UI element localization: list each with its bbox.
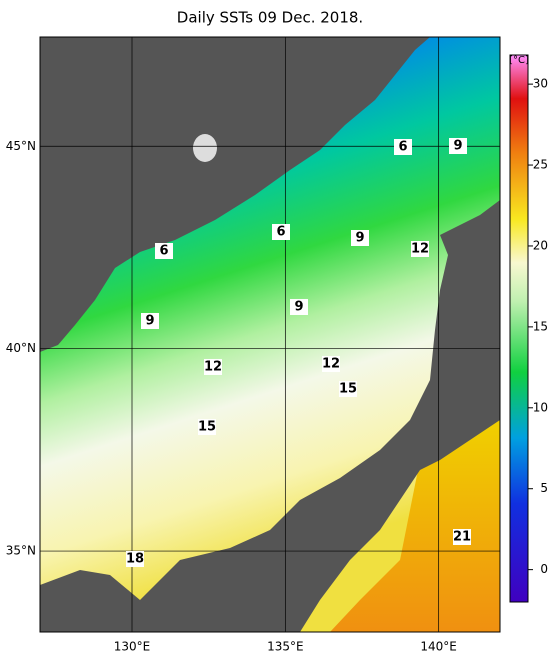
colorbar-tick-label: 5 <box>540 481 548 495</box>
contour-label: 9 <box>294 300 303 315</box>
contour-label: 9 <box>355 231 364 246</box>
contour-label: 15 <box>198 420 216 435</box>
contour-label: 9 <box>453 139 462 154</box>
lat-label: 35°N <box>6 544 36 558</box>
contour-label: 6 <box>398 140 407 155</box>
contour-label: 12 <box>411 242 429 257</box>
contour-label-bg <box>351 230 369 246</box>
map-frame <box>39 36 501 633</box>
contour-label: 9 <box>145 314 154 329</box>
contour-label-bg <box>453 529 471 545</box>
contour-label-bg <box>339 381 357 397</box>
contour-label: 21 <box>453 530 471 545</box>
contour-label-bg <box>290 299 308 315</box>
contour-label-bg <box>155 243 173 259</box>
map-area <box>40 37 500 632</box>
contour-label-bg <box>394 139 412 155</box>
land-mainland <box>40 37 430 352</box>
contour-label-bg <box>449 138 467 154</box>
colorbar-tick-label: 25 <box>533 158 548 172</box>
lake <box>193 134 217 162</box>
pacific <box>330 420 500 632</box>
contour-label: 18 <box>126 552 144 567</box>
contour-label-bg <box>322 356 340 372</box>
contour-label: 15 <box>339 382 357 397</box>
contour-label-bg <box>198 419 216 435</box>
colorbar-tick-label: 30 <box>533 77 548 91</box>
contour-label-bg <box>204 359 222 375</box>
contour-label: 6 <box>159 244 168 259</box>
lon-label: 135°E <box>267 640 304 654</box>
lon-label: 130°E <box>114 640 151 654</box>
colorbar-tick-label: 10 <box>533 400 548 414</box>
contour-label-bg <box>272 224 290 240</box>
land-japan <box>40 200 500 632</box>
colorbar-tick-label: 20 <box>533 238 548 252</box>
colorbar-tick-label: 15 <box>533 319 548 333</box>
lat-label: 40°N <box>6 341 36 355</box>
contour-label: 6 <box>276 225 285 240</box>
contour-label-bg <box>411 241 429 257</box>
lat-label: 45°N <box>6 139 36 153</box>
contour-label: 12 <box>322 357 340 372</box>
colorbar-unit: [°C] <box>509 55 529 66</box>
map-title: Daily SSTs 09 Dec. 2018. <box>177 9 363 27</box>
lon-label: 140°E <box>420 640 457 654</box>
colorbar-tick-label: 0 <box>540 562 548 576</box>
colorbar <box>509 54 529 603</box>
contour-label-bg <box>141 313 159 329</box>
contour-label-bg <box>126 551 144 567</box>
contour-label: 12 <box>204 360 222 375</box>
